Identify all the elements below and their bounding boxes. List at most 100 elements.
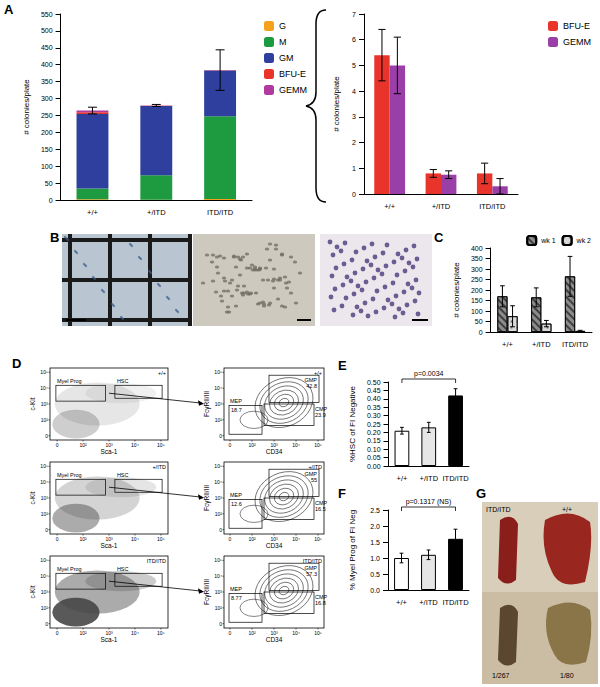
svg-text:4: 4 xyxy=(352,88,356,95)
svg-text:+/+: +/+ xyxy=(87,208,98,217)
svg-text:10²: 10² xyxy=(41,417,49,423)
svg-text:+/ITD: +/ITD xyxy=(147,208,166,217)
svg-text:10⁵: 10⁵ xyxy=(40,369,48,375)
svg-text:+/ITD: +/ITD xyxy=(152,464,166,470)
svg-text:+/+: +/+ xyxy=(502,340,513,349)
svg-text:Myel Prog: Myel Prog xyxy=(57,378,82,384)
svg-text:c-Kit: c-Kit xyxy=(29,585,36,598)
svg-text:10²: 10² xyxy=(79,630,87,636)
svg-text:ITD/ITD: ITD/ITD xyxy=(147,558,166,564)
svg-text:350: 350 xyxy=(471,255,483,262)
svg-text:2.5: 2.5 xyxy=(370,507,380,514)
svg-text:350: 350 xyxy=(41,78,53,85)
svg-text:10³: 10³ xyxy=(215,589,223,595)
svg-text:0.45: 0.45 xyxy=(367,387,381,394)
svg-text:1.0: 1.0 xyxy=(370,555,380,562)
svg-text:CD34: CD34 xyxy=(266,448,283,455)
svg-text:ITD/ITD: ITD/ITD xyxy=(486,506,511,513)
svg-text:+/+: +/+ xyxy=(384,202,395,211)
svg-text:ITD/ITD: ITD/ITD xyxy=(442,598,469,607)
svg-text:D: D xyxy=(12,356,21,371)
svg-text:0: 0 xyxy=(45,621,48,627)
svg-text:10³: 10³ xyxy=(41,401,49,407)
svg-text:250: 250 xyxy=(41,112,53,119)
svg-text:0: 0 xyxy=(45,527,48,533)
svg-text:+/ITD: +/ITD xyxy=(432,202,451,211)
svg-text:0: 0 xyxy=(45,433,48,439)
svg-text:ITD/ITD: ITD/ITD xyxy=(562,340,589,349)
svg-text:HSC: HSC xyxy=(117,472,129,478)
svg-text:10⁵: 10⁵ xyxy=(157,536,165,542)
svg-text:M: M xyxy=(279,37,287,47)
svg-text:MEP: MEP xyxy=(230,398,242,404)
svg-text:10⁴: 10⁴ xyxy=(214,573,222,579)
svg-text:55: 55 xyxy=(311,477,317,483)
svg-text:200: 200 xyxy=(41,129,53,136)
svg-text:500: 500 xyxy=(41,27,53,34)
svg-text:0.35: 0.35 xyxy=(367,404,381,411)
svg-text:10⁵: 10⁵ xyxy=(40,463,48,469)
svg-text:10²: 10² xyxy=(215,417,223,423)
svg-text:10²: 10² xyxy=(248,630,256,636)
svg-text:G: G xyxy=(279,21,286,31)
svg-text:300: 300 xyxy=(471,266,483,273)
svg-text:10⁵: 10⁵ xyxy=(214,557,222,563)
svg-text:200: 200 xyxy=(471,287,483,294)
svg-text:c-Kit: c-Kit xyxy=(29,397,36,410)
svg-text:+/+: +/+ xyxy=(562,506,572,513)
svg-text:0: 0 xyxy=(219,621,222,627)
svg-text:0.5: 0.5 xyxy=(370,571,380,578)
svg-text:0.50: 0.50 xyxy=(367,379,381,386)
svg-text:+/+: +/+ xyxy=(158,370,166,376)
svg-text:150: 150 xyxy=(41,146,53,153)
svg-text:Myel Prog: Myel Prog xyxy=(57,566,82,572)
svg-text:ITD/ITD: ITD/ITD xyxy=(479,202,506,211)
svg-text:FcγRII/III: FcγRII/III xyxy=(203,485,211,511)
svg-text:E: E xyxy=(338,358,347,373)
svg-text:Sca-1: Sca-1 xyxy=(101,448,118,455)
svg-text:ITD/ITD: ITD/ITD xyxy=(442,474,469,483)
svg-text:0.30: 0.30 xyxy=(367,412,381,419)
svg-text:10⁴: 10⁴ xyxy=(292,536,300,542)
svg-text:0: 0 xyxy=(56,630,59,636)
svg-text:10²: 10² xyxy=(248,442,256,448)
svg-text:A: A xyxy=(4,2,14,17)
svg-text:23.9: 23.9 xyxy=(315,412,326,418)
svg-text:6: 6 xyxy=(352,36,356,43)
svg-text:p=0.0034: p=0.0034 xyxy=(414,370,443,378)
svg-text:10⁴: 10⁴ xyxy=(292,630,300,636)
svg-text:+/ITD: +/ITD xyxy=(419,598,438,607)
svg-text:10⁵: 10⁵ xyxy=(214,369,222,375)
svg-text:+/+: +/+ xyxy=(397,474,408,483)
svg-text:10⁴: 10⁴ xyxy=(40,385,48,391)
svg-text:10⁴: 10⁴ xyxy=(40,479,48,485)
svg-text:100: 100 xyxy=(41,163,53,170)
svg-text:BFU-E: BFU-E xyxy=(279,69,306,79)
svg-text:wk 1: wk 1 xyxy=(540,237,556,244)
svg-text:0: 0 xyxy=(56,536,59,542)
svg-text:10⁵: 10⁵ xyxy=(214,463,222,469)
svg-text:CD34: CD34 xyxy=(266,542,283,549)
svg-text:MEP: MEP xyxy=(230,492,242,498)
svg-text:10²: 10² xyxy=(248,536,256,542)
svg-text:250: 250 xyxy=(471,276,483,283)
svg-text:10⁴: 10⁴ xyxy=(131,442,139,448)
svg-text:GEMM: GEMM xyxy=(563,37,591,47)
svg-text:% Myel Prog of FI Neg: % Myel Prog of FI Neg xyxy=(348,510,357,590)
svg-text:50: 50 xyxy=(475,318,483,325)
svg-text:42.8: 42.8 xyxy=(306,383,317,389)
svg-text:1: 1 xyxy=(352,165,356,172)
svg-text:2.0: 2.0 xyxy=(370,523,380,530)
svg-text:10³: 10³ xyxy=(41,589,49,595)
svg-text:# colonies/plate: # colonies/plate xyxy=(452,262,461,318)
svg-text:0: 0 xyxy=(229,442,232,448)
svg-text:%HSC of FI Negative: %HSC of FI Negative xyxy=(348,385,357,462)
svg-text:GM: GM xyxy=(279,53,294,63)
svg-text:0.20: 0.20 xyxy=(367,429,381,436)
svg-text:10²: 10² xyxy=(79,536,87,542)
svg-text:FcγRII/III: FcγRII/III xyxy=(203,391,211,417)
svg-text:0: 0 xyxy=(49,197,53,204)
svg-text:10⁵: 10⁵ xyxy=(157,442,165,448)
svg-text:+/ITD: +/ITD xyxy=(308,464,322,470)
svg-text:10⁴: 10⁴ xyxy=(214,479,222,485)
